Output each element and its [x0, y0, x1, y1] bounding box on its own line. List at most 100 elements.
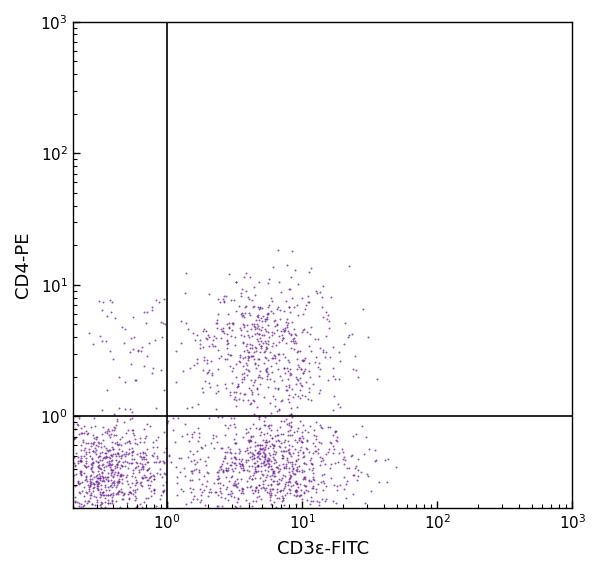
Point	[259, 446, 269, 455]
Point	[254, 305, 264, 314]
Point	[272, 359, 281, 368]
Point	[261, 472, 271, 481]
Point	[207, 370, 217, 379]
Point	[238, 396, 248, 405]
Point	[133, 345, 143, 354]
Point	[196, 442, 205, 451]
Point	[310, 425, 319, 434]
Point	[242, 371, 251, 380]
Point	[250, 462, 260, 471]
Point	[189, 456, 199, 465]
Point	[154, 297, 163, 306]
Point	[266, 499, 276, 509]
Point	[259, 458, 268, 467]
Point	[84, 482, 94, 491]
Point	[112, 438, 122, 447]
Point	[142, 466, 151, 475]
Point	[255, 303, 265, 312]
Point	[331, 426, 341, 435]
Point	[244, 330, 253, 339]
Point	[307, 477, 316, 486]
Point	[251, 359, 260, 368]
Point	[212, 474, 222, 483]
Point	[292, 467, 301, 476]
Point	[85, 482, 95, 491]
Point	[253, 447, 263, 456]
Point	[353, 466, 363, 475]
Point	[101, 473, 110, 482]
Point	[83, 438, 92, 447]
Point	[148, 368, 157, 378]
Point	[124, 458, 133, 467]
Point	[74, 499, 84, 508]
Point	[82, 458, 91, 467]
Point	[81, 453, 91, 462]
Point	[284, 441, 294, 450]
Point	[87, 454, 97, 463]
Point	[237, 311, 247, 320]
Point	[383, 455, 392, 464]
Point	[214, 471, 223, 480]
Point	[227, 457, 237, 466]
Point	[108, 465, 118, 474]
Point	[244, 355, 253, 364]
Point	[145, 483, 154, 492]
Point	[277, 288, 286, 297]
Point	[268, 466, 278, 475]
Point	[97, 447, 107, 456]
Point	[219, 328, 229, 337]
Point	[93, 478, 103, 487]
Point	[291, 373, 301, 382]
Point	[80, 468, 89, 477]
Point	[289, 303, 299, 312]
Point	[229, 395, 239, 404]
Point	[86, 494, 95, 503]
Point	[296, 380, 306, 390]
Point	[128, 486, 138, 495]
Point	[219, 453, 229, 462]
Point	[244, 353, 254, 362]
Point	[255, 455, 265, 464]
Point	[266, 462, 276, 471]
Point	[295, 480, 304, 489]
Point	[279, 364, 289, 373]
Point	[136, 464, 146, 474]
Point	[251, 424, 261, 433]
Point	[137, 342, 147, 351]
Point	[221, 384, 231, 393]
Point	[248, 390, 257, 399]
Point	[316, 460, 325, 470]
Point	[231, 503, 241, 512]
Point	[238, 463, 248, 472]
Point	[97, 438, 106, 447]
Point	[202, 326, 211, 335]
Point	[286, 421, 296, 430]
Point	[163, 418, 172, 427]
Point	[262, 428, 272, 438]
Point	[104, 460, 113, 470]
Point	[259, 417, 268, 426]
Point	[269, 447, 278, 456]
Point	[286, 478, 295, 487]
Point	[113, 450, 122, 459]
Point	[158, 480, 168, 490]
Point	[76, 453, 85, 462]
Point	[268, 433, 277, 442]
Point	[279, 438, 289, 447]
Point	[253, 389, 263, 398]
Point	[94, 451, 104, 460]
Point	[321, 308, 331, 317]
Point	[230, 459, 239, 468]
Point	[107, 482, 117, 491]
Point	[256, 448, 265, 458]
Point	[289, 491, 299, 500]
Point	[118, 475, 127, 484]
Point	[325, 352, 334, 362]
Point	[131, 493, 141, 502]
Point	[253, 372, 263, 381]
Point	[204, 332, 214, 341]
Point	[272, 479, 281, 488]
Point	[257, 440, 266, 450]
Point	[203, 367, 212, 376]
Point	[97, 468, 106, 478]
